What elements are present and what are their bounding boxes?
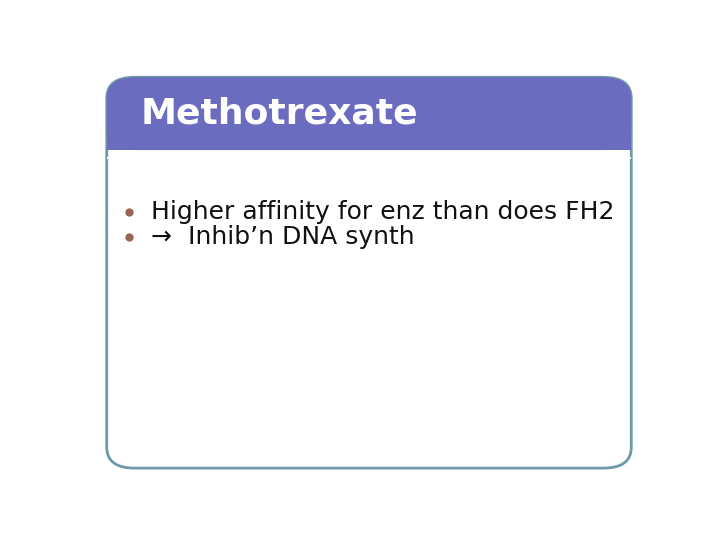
FancyBboxPatch shape	[107, 77, 631, 468]
Text: Methotrexate: Methotrexate	[140, 97, 418, 131]
Text: →  Inhib’n DNA synth: → Inhib’n DNA synth	[151, 225, 415, 249]
Text: Higher affinity for enz than does FH2: Higher affinity for enz than does FH2	[151, 200, 615, 225]
Bar	[107, 129, 631, 150]
FancyBboxPatch shape	[107, 77, 631, 150]
